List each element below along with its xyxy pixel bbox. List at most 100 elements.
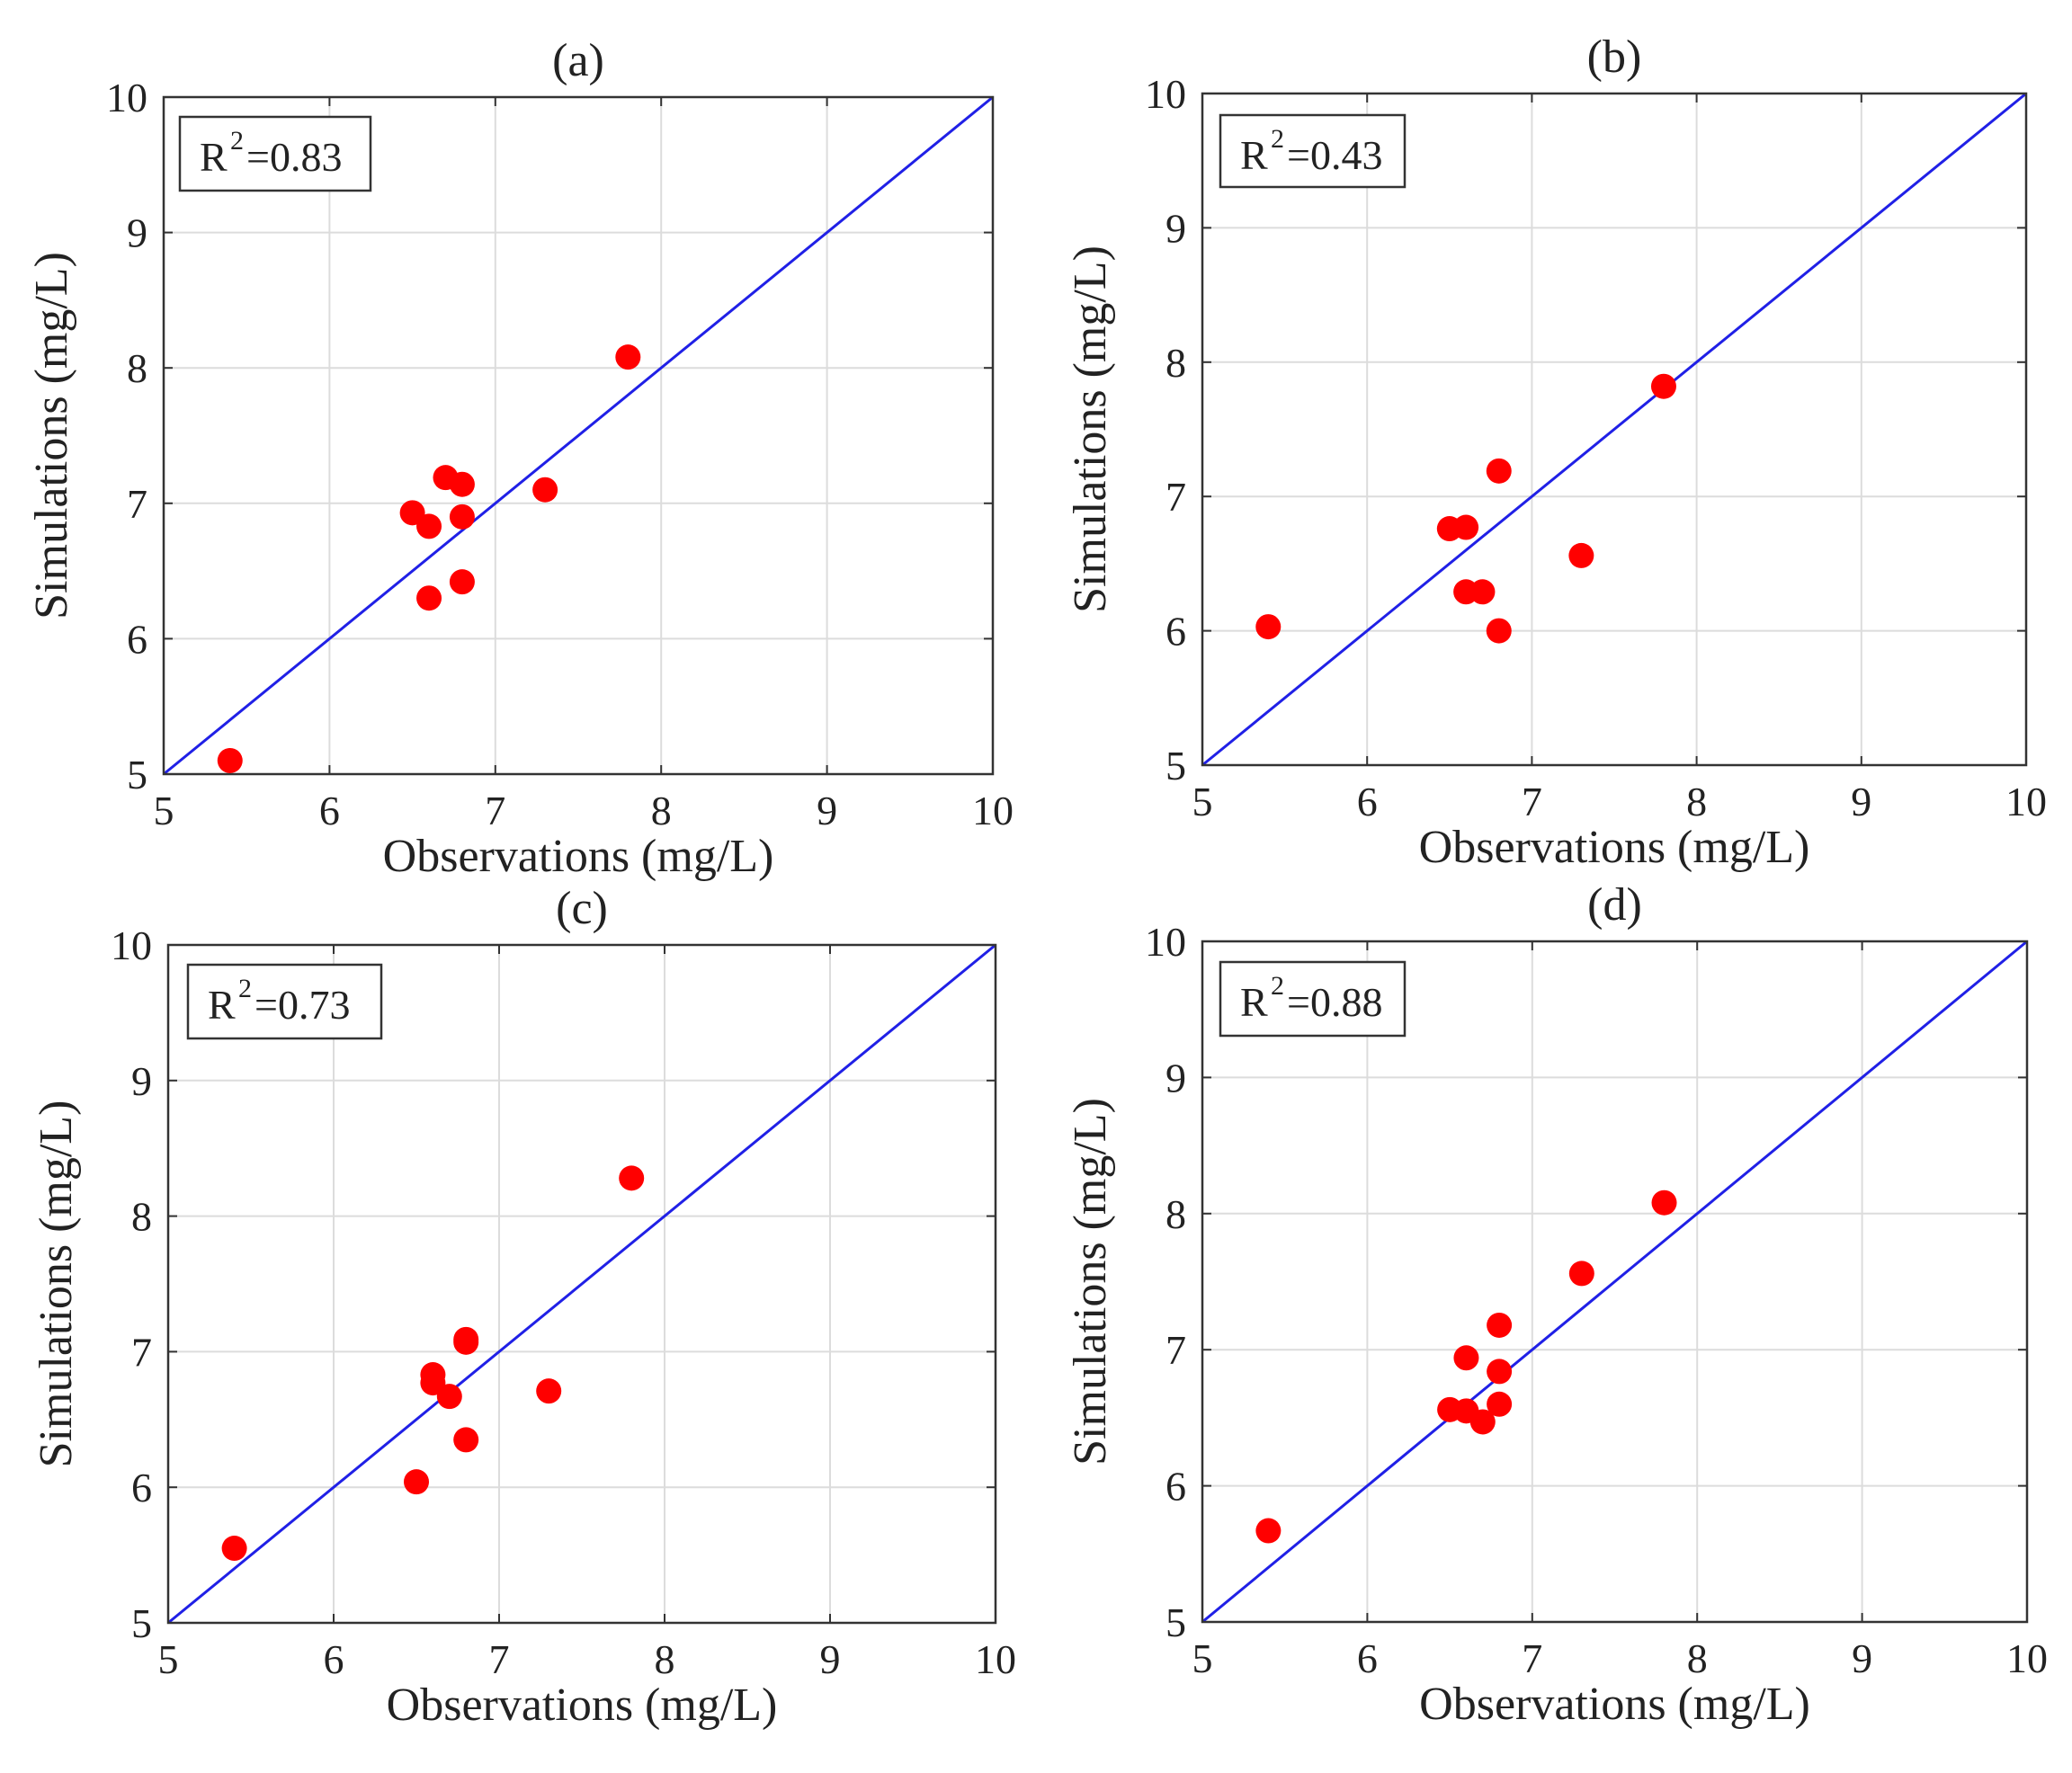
x-tick-label: 10 (2006, 1635, 2048, 1681)
axes-frame (1201, 92, 2028, 767)
r-squared-superscript: 2 (230, 126, 244, 156)
data-point (1255, 1518, 1282, 1544)
data-point (221, 1536, 247, 1562)
x-axis-label: Observations (mg/L) (383, 831, 774, 882)
panel-title: (a) (552, 35, 604, 86)
data-point (1568, 1261, 1594, 1287)
r-squared-annotation: R 2 =0.83 (178, 115, 372, 192)
r-squared-annotation: R 2 =0.88 (1219, 960, 1407, 1038)
x-tick-label: 6 (1357, 1635, 1378, 1681)
r-squared-annotation: R 2 =0.43 (1219, 113, 1407, 189)
data-point (416, 513, 442, 539)
y-tick-label: 9 (1166, 1055, 1186, 1100)
x-tick-label: 10 (972, 788, 1014, 833)
data-point (1568, 542, 1594, 568)
x-axis-label: Observations (mg/L) (1419, 822, 1810, 873)
identity-line (1201, 940, 2028, 1624)
panel-title: (b) (1587, 31, 1642, 83)
r-squared-box (1219, 113, 1407, 189)
x-tick-label: 8 (1687, 1635, 1708, 1681)
r-squared-symbol: R (1240, 132, 1268, 178)
x-tick-label: 6 (1357, 779, 1378, 824)
data-point (453, 1427, 479, 1453)
x-tick-label: 6 (319, 788, 340, 833)
data-point (416, 585, 442, 611)
data-point (619, 1165, 645, 1191)
y-tick-label: 7 (127, 481, 147, 527)
data-point (217, 747, 243, 773)
y-tick-label: 8 (1166, 340, 1186, 386)
y-tick-label: 5 (1166, 1599, 1186, 1645)
x-tick-label: 5 (158, 1636, 179, 1682)
r-squared-value: =0.43 (1287, 132, 1382, 178)
y-tick-label: 6 (1166, 609, 1186, 655)
r-squared-symbol: R (208, 982, 236, 1028)
scatter-panel: 5 6 7 8 9 10 5 6 7 8 9 10 (b) Observations (mg/L) Simu… (1065, 31, 2047, 873)
r-squared-value: =0.88 (1287, 979, 1382, 1025)
r-squared-value: =0.73 (255, 982, 350, 1028)
r-squared-annotation: R 2 =0.73 (186, 963, 383, 1040)
y-tick-label: 10 (106, 75, 147, 120)
x-tick-label: 8 (651, 788, 672, 833)
y-tick-label: 10 (111, 922, 152, 968)
y-tick-label: 6 (131, 1465, 152, 1510)
data-point (449, 569, 475, 595)
data-point (1486, 618, 1512, 644)
r-squared-box (178, 115, 372, 192)
x-tick-label: 6 (324, 1636, 344, 1682)
x-tick-label: 7 (1522, 1635, 1542, 1681)
axes-frame (1201, 940, 2029, 1624)
x-tick-label: 10 (2005, 779, 2047, 824)
y-axis-label: Simulations (mg/L) (1065, 1098, 1116, 1466)
y-tick-label: 5 (131, 1600, 152, 1646)
y-axis-label: Simulations (mg/L) (31, 1100, 82, 1468)
x-tick-label: 5 (1192, 779, 1213, 824)
data-point (1487, 1359, 1513, 1385)
data-point (536, 1378, 562, 1404)
x-tick-label: 9 (1851, 779, 1871, 824)
x-tick-label: 8 (655, 1636, 675, 1682)
x-tick-label: 9 (817, 788, 837, 833)
data-point (404, 1469, 429, 1495)
data-point (1453, 514, 1479, 540)
y-tick-label: 10 (1145, 919, 1186, 965)
r-squared-box (1219, 960, 1407, 1038)
y-tick-label: 9 (1166, 205, 1186, 251)
x-tick-label: 7 (485, 788, 505, 833)
x-tick-label: 5 (1192, 1635, 1213, 1681)
y-tick-label: 6 (1166, 1464, 1186, 1510)
r-squared-value: =0.83 (246, 134, 342, 180)
y-tick-label: 8 (131, 1194, 152, 1240)
x-tick-label: 10 (975, 1636, 1016, 1682)
data-point (1255, 614, 1282, 640)
identity-line (167, 943, 996, 1625)
y-tick-label: 6 (127, 616, 147, 662)
y-axis-label: Simulations (mg/L) (26, 252, 77, 619)
y-tick-label: 9 (127, 210, 147, 256)
data-point (449, 503, 475, 530)
data-point (1453, 1345, 1479, 1371)
x-tick-label: 8 (1686, 779, 1707, 824)
data-point (1650, 373, 1676, 399)
y-tick-label: 5 (1166, 743, 1186, 788)
r-squared-symbol: R (1240, 979, 1268, 1025)
r-squared-box (186, 963, 383, 1040)
y-tick-label: 7 (1166, 474, 1186, 520)
y-tick-label: 7 (1166, 1327, 1186, 1373)
x-tick-label: 5 (154, 788, 174, 833)
axes-frame (162, 95, 995, 776)
y-tick-label: 9 (131, 1058, 152, 1104)
identity-line (1201, 92, 2027, 767)
panel-title: (c) (556, 883, 608, 934)
data-point (1651, 1189, 1677, 1216)
data-point (436, 1384, 462, 1410)
x-tick-label: 9 (1852, 1635, 1872, 1681)
scatter-panel: 5 6 7 8 9 10 5 6 7 8 9 10 (d) Observations (mg/L) Simu… (1065, 879, 2048, 1730)
data-point (1487, 1312, 1513, 1338)
identity-line (163, 95, 994, 776)
r-squared-symbol: R (200, 134, 228, 180)
y-tick-label: 5 (127, 752, 147, 797)
y-tick-label: 10 (1145, 71, 1186, 117)
x-axis-label: Observations (mg/L) (1419, 1679, 1810, 1730)
